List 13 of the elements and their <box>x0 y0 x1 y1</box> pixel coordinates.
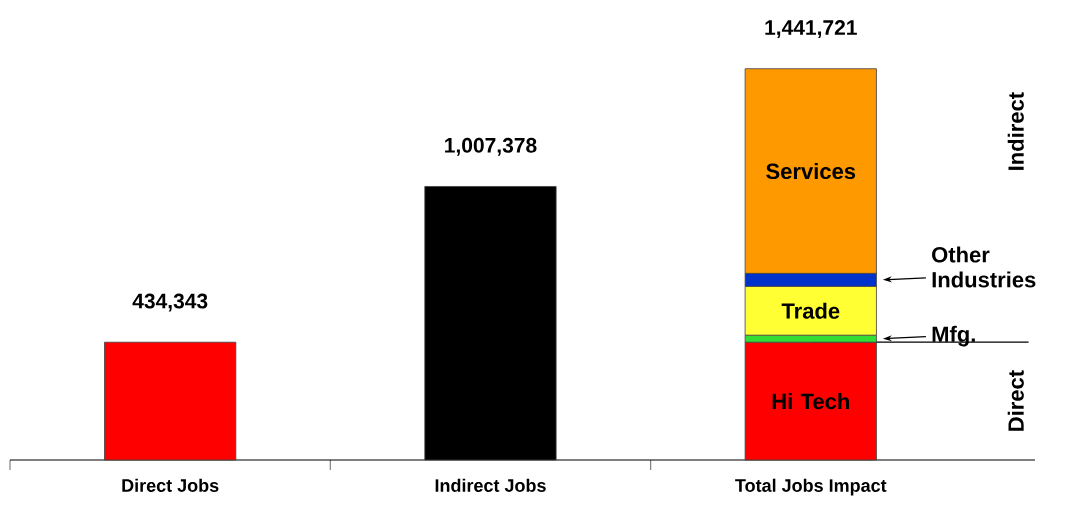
x-tick-label: Direct Jobs <box>122 478 219 492</box>
x-tick-label: Total Jobs Impact <box>735 478 887 496</box>
annotation: 1,441,721 <box>765 20 857 38</box>
annotation: 1,007,378 <box>445 137 537 156</box>
series-label: Trade <box>781 302 840 319</box>
series-label: Hi Tech <box>772 393 849 410</box>
annotation: 434,343 <box>132 293 208 312</box>
series-label: Services <box>766 162 856 180</box>
text: Mfg. <box>932 325 975 347</box>
text: Other Industries <box>932 246 1036 288</box>
x-tick-label: Indirect Jobs <box>435 478 546 492</box>
annotation: Direct <box>1007 370 1024 431</box>
annotation: Indirect <box>1007 92 1024 170</box>
